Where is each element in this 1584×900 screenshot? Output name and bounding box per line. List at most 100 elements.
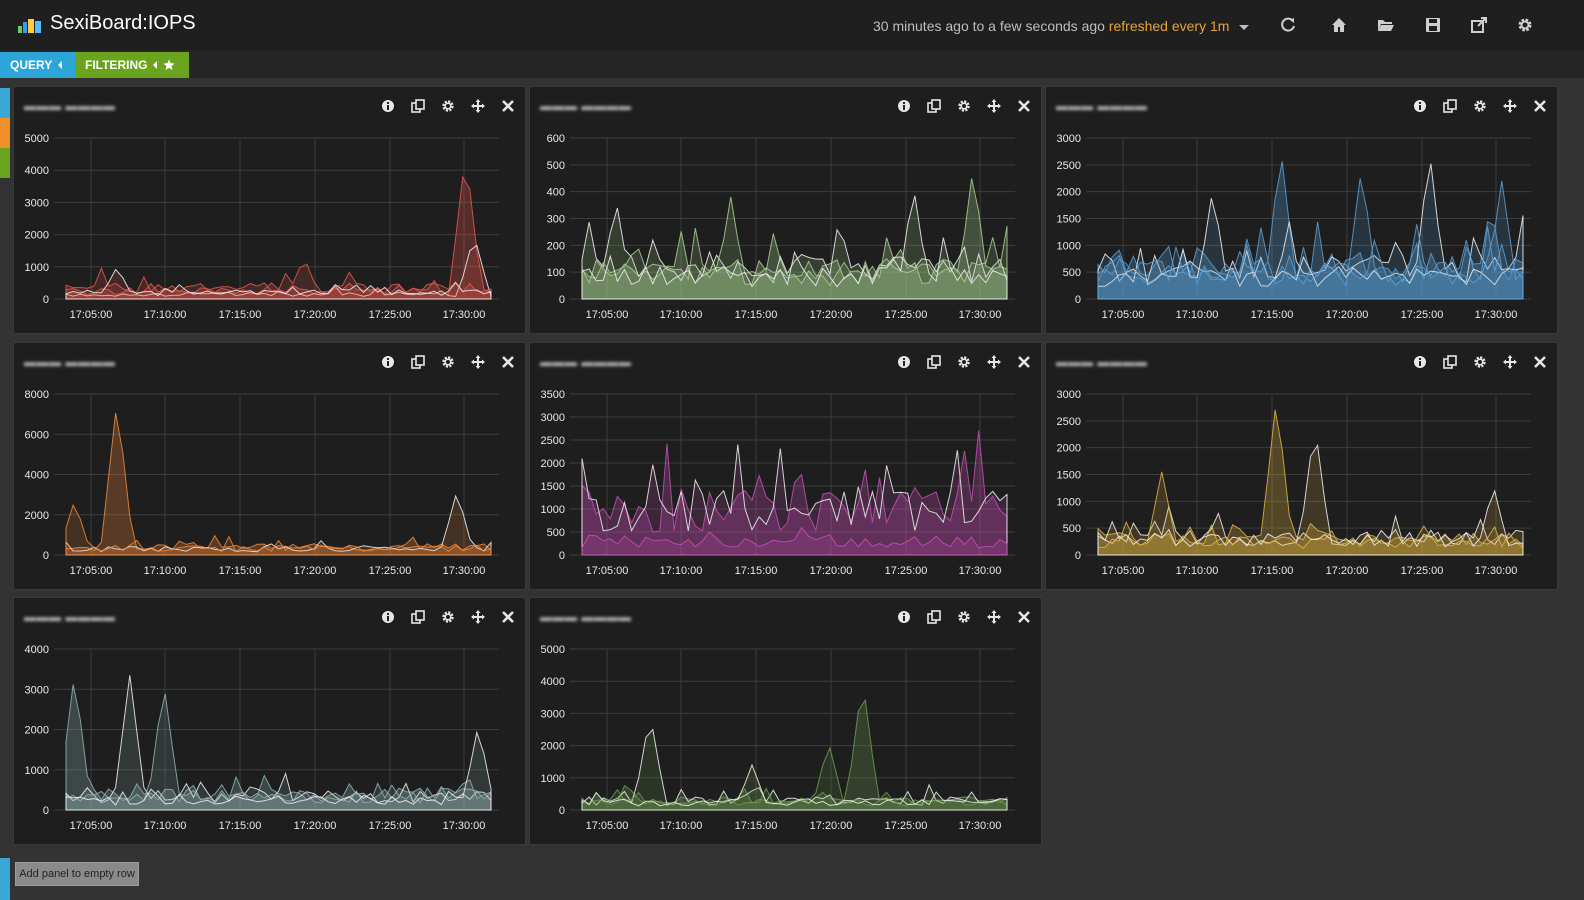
filtering-toggle[interactable]: FILTERING: [75, 52, 189, 78]
y-tick-label: 1500: [541, 481, 565, 493]
gear-icon[interactable]: [439, 608, 457, 626]
info-icon[interactable]: [895, 608, 913, 626]
caret-left-icon: [58, 61, 63, 69]
y-tick-label: 1000: [25, 765, 49, 777]
move-icon[interactable]: [985, 608, 1003, 626]
info-icon[interactable]: [379, 353, 397, 371]
duplicate-icon[interactable]: [409, 97, 427, 115]
y-tick-label: 0: [43, 550, 49, 562]
move-icon[interactable]: [1501, 353, 1519, 371]
area-chart: 0 1000 2000 3000 4000 17:05:00 17:10:00 17:15:0…: [25, 644, 499, 832]
star-icon: [163, 59, 176, 70]
series-area: [581, 728, 1008, 811]
x-tick-label: 17:05:00: [586, 820, 629, 832]
info-icon[interactable]: [895, 353, 913, 371]
info-icon[interactable]: [1411, 353, 1429, 371]
move-icon[interactable]: [469, 97, 487, 115]
x-tick-label: 17:05:00: [70, 565, 113, 577]
close-icon[interactable]: [1531, 97, 1549, 115]
timepicker[interactable]: 30 minutes ago to a few seconds ago refr…: [873, 18, 1250, 34]
panel-title-redacted: ▬▬▬ ▬▬▬▬: [24, 355, 116, 369]
move-icon[interactable]: [985, 97, 1003, 115]
x-tick-label: 17:10:00: [1176, 565, 1219, 577]
x-tick-label: 17:10:00: [660, 820, 703, 832]
close-icon[interactable]: [499, 353, 517, 371]
panel-toolbar: [379, 608, 517, 626]
x-tick-label: 17:05:00: [586, 565, 629, 577]
gear-icon[interactable]: [439, 353, 457, 371]
x-tick-label: 17:15:00: [219, 309, 262, 321]
duplicate-icon[interactable]: [409, 608, 427, 626]
info-icon[interactable]: [1411, 97, 1429, 115]
move-icon[interactable]: [985, 353, 1003, 371]
y-tick-label: 4000: [25, 165, 49, 177]
y-tick-label: 0: [559, 294, 565, 306]
y-tick-label: 5000: [541, 644, 565, 656]
move-icon[interactable]: [1501, 97, 1519, 115]
folder-open-icon[interactable]: [1377, 16, 1395, 34]
gear-icon[interactable]: [1516, 16, 1534, 34]
close-icon[interactable]: [1531, 353, 1549, 371]
row-collapse-handle[interactable]: [0, 858, 10, 900]
time-range-text[interactable]: 30 minutes ago to a few seconds ago: [873, 18, 1105, 34]
move-icon[interactable]: [469, 353, 487, 371]
caret-down-icon[interactable]: [1239, 24, 1250, 30]
duplicate-icon[interactable]: [925, 608, 943, 626]
close-icon[interactable]: [1015, 353, 1033, 371]
refresh-interval-text[interactable]: refreshed every 1m: [1108, 18, 1230, 34]
info-icon[interactable]: [895, 97, 913, 115]
close-icon[interactable]: [1015, 97, 1033, 115]
series-area: [581, 195, 1008, 300]
gear-icon[interactable]: [1471, 97, 1489, 115]
series-area: [65, 494, 492, 556]
gear-icon[interactable]: [955, 608, 973, 626]
panel-toolbar: [895, 353, 1033, 371]
y-tick-label: 6000: [25, 429, 49, 441]
row-collapse-handle[interactable]: [0, 148, 10, 178]
add-panel-button[interactable]: Add panel to empty row: [15, 862, 139, 886]
graph-panel: 0 500 1000 1500 2000 2500 3000 3500 17:05:00 17:1…: [529, 342, 1042, 590]
close-icon[interactable]: [499, 608, 517, 626]
area-chart: 0 2000 4000 6000 8000 17:05:00 17:10:00 17:15:0…: [25, 389, 499, 577]
move-icon[interactable]: [469, 608, 487, 626]
x-tick-label: 17:20:00: [810, 820, 853, 832]
y-tick-label: 2000: [541, 458, 565, 470]
info-icon[interactable]: [379, 608, 397, 626]
brand[interactable]: SexiBoard:IOPS: [18, 12, 196, 35]
graph-panel: 0 2000 4000 6000 8000 17:05:00 17:10:00 17:15:0…: [13, 342, 526, 590]
row-collapse-handle[interactable]: [0, 118, 10, 148]
area-chart: 0 500 1000 1500 2000 2500 3000 17:05:00 17:10:00…: [1057, 133, 1531, 321]
duplicate-icon[interactable]: [925, 97, 943, 115]
panel-title-redacted: ▬▬▬ ▬▬▬▬: [1056, 99, 1148, 113]
y-tick-label: 600: [547, 133, 565, 145]
panel-toolbar: [1411, 97, 1549, 115]
query-toggle[interactable]: QUERY: [0, 52, 75, 78]
series-area: [581, 430, 1008, 556]
series-area: [65, 730, 492, 811]
row-collapse-handle[interactable]: [0, 88, 10, 118]
gear-icon[interactable]: [955, 353, 973, 371]
close-icon[interactable]: [1015, 608, 1033, 626]
gear-icon[interactable]: [1471, 353, 1489, 371]
home-icon[interactable]: [1330, 16, 1348, 34]
x-tick-label: 17:30:00: [443, 565, 486, 577]
duplicate-icon[interactable]: [1441, 97, 1459, 115]
close-icon[interactable]: [499, 97, 517, 115]
panel-toolbar: [1411, 353, 1549, 371]
series-area: [581, 526, 1008, 556]
duplicate-icon[interactable]: [409, 353, 427, 371]
save-icon[interactable]: [1424, 16, 1442, 34]
share-icon[interactable]: [1470, 16, 1488, 34]
panel-title-redacted: ▬▬▬ ▬▬▬▬: [24, 610, 116, 624]
gear-icon[interactable]: [439, 97, 457, 115]
x-tick-label: 17:25:00: [369, 565, 412, 577]
refresh-icon[interactable]: [1279, 16, 1297, 34]
duplicate-icon[interactable]: [925, 353, 943, 371]
y-tick-label: 3000: [1057, 389, 1081, 401]
gear-icon[interactable]: [955, 97, 973, 115]
caret-left-icon: [153, 61, 158, 69]
info-icon[interactable]: [379, 97, 397, 115]
x-tick-label: 17:30:00: [443, 309, 486, 321]
duplicate-icon[interactable]: [1441, 353, 1459, 371]
y-tick-label: 500: [547, 527, 565, 539]
